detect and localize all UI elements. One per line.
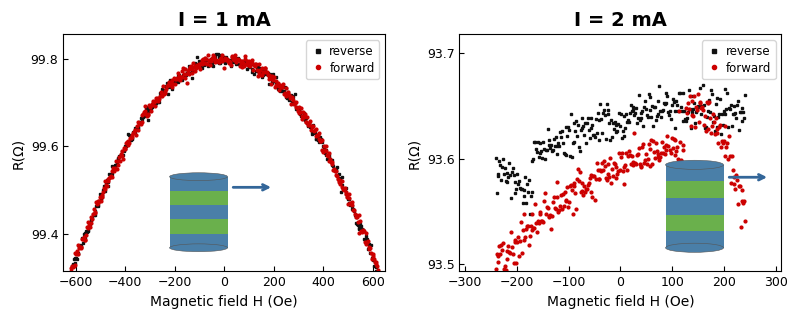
Title: I = 2 mA: I = 2 mA (574, 11, 667, 30)
Legend: reverse, forward: reverse, forward (306, 40, 379, 79)
forward (612, 176, 622, 180)
reverse (698, 83, 708, 87)
reverse (213, 52, 222, 55)
Bar (666, 215, 723, 231)
reverse (373, 269, 382, 273)
Bar (666, 181, 723, 198)
forward (501, 268, 510, 272)
reverse (598, 131, 607, 135)
Line: forward: forward (70, 53, 379, 273)
Bar (170, 234, 227, 248)
Ellipse shape (170, 244, 227, 252)
Bar (170, 219, 227, 234)
forward (700, 114, 710, 117)
forward (698, 108, 708, 112)
reverse (491, 156, 501, 160)
Line: reverse: reverse (70, 52, 379, 274)
forward (491, 268, 501, 271)
reverse (336, 190, 346, 194)
forward (740, 219, 750, 223)
Line: reverse: reverse (494, 84, 746, 215)
reverse (273, 87, 282, 91)
forward (646, 147, 655, 151)
reverse (149, 101, 158, 105)
forward (373, 268, 382, 272)
Bar (666, 198, 723, 215)
forward (217, 53, 226, 57)
reverse (150, 102, 160, 106)
forward (103, 179, 113, 183)
reverse (740, 93, 750, 97)
forward (289, 98, 298, 102)
forward (260, 67, 270, 70)
reverse (534, 156, 543, 159)
Ellipse shape (666, 160, 723, 169)
Ellipse shape (666, 243, 723, 252)
Bar (170, 191, 227, 205)
reverse (179, 73, 189, 77)
reverse (532, 150, 542, 154)
reverse (251, 69, 261, 73)
forward (290, 101, 299, 105)
forward (66, 269, 75, 273)
Ellipse shape (170, 173, 227, 180)
Bar (666, 165, 723, 181)
Bar (170, 177, 227, 191)
forward (530, 202, 540, 206)
X-axis label: Magnetic field H (Oe): Magnetic field H (Oe) (546, 295, 694, 309)
reverse (620, 134, 630, 138)
Title: I = 1 mA: I = 1 mA (178, 11, 270, 30)
forward (187, 71, 197, 75)
X-axis label: Magnetic field H (Oe): Magnetic field H (Oe) (150, 295, 298, 309)
forward (693, 92, 702, 96)
reverse (525, 212, 534, 216)
reverse (586, 116, 595, 119)
reverse (66, 271, 75, 275)
reverse (702, 115, 711, 119)
Legend: reverse, forward: reverse, forward (702, 40, 775, 79)
forward (166, 80, 175, 84)
forward (634, 146, 643, 150)
Y-axis label: R(Ω): R(Ω) (11, 137, 25, 169)
Y-axis label: R(Ω): R(Ω) (407, 137, 422, 169)
Bar (170, 205, 227, 219)
Line: forward: forward (494, 92, 746, 272)
Bar (666, 231, 723, 248)
